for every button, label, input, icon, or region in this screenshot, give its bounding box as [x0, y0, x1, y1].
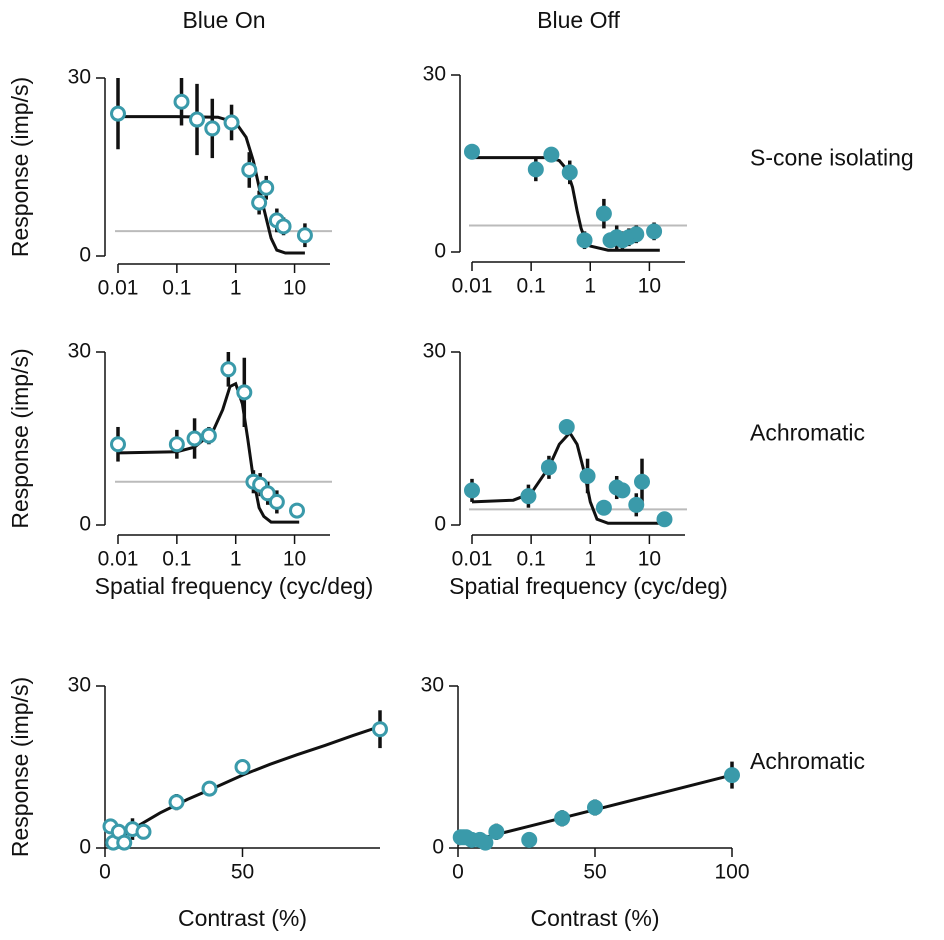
data-point [587, 799, 603, 816]
data-point [488, 823, 505, 840]
x-tick-label: 0.01 [452, 548, 493, 571]
data-point [275, 218, 292, 235]
y-tick-label: 0 [79, 836, 91, 859]
y-tick-label: 30 [68, 66, 91, 89]
data-point [223, 114, 240, 131]
data-point [372, 721, 388, 738]
data-point [168, 794, 185, 811]
data-point [634, 473, 651, 490]
row-label: Achromatic [750, 420, 865, 446]
data-point [201, 780, 218, 797]
data-point [464, 482, 480, 499]
data-point [614, 482, 631, 499]
x-axis-label: Contrast (%) [530, 905, 659, 931]
y-tick-label: 30 [68, 674, 91, 697]
data-point [289, 502, 306, 519]
data-point [186, 430, 203, 447]
x-tick-label: 0 [99, 861, 111, 884]
x-tick-label: 0.01 [452, 275, 493, 298]
y-tick-label: 30 [423, 63, 446, 86]
data-point [554, 810, 571, 827]
y-tick-label: 0 [434, 513, 446, 536]
data-point [520, 488, 537, 505]
row-label: S-cone isolating [750, 145, 914, 171]
data-point [595, 205, 612, 222]
x-axis-label: Spatial frequency (cyc/deg) [95, 573, 374, 599]
y-tick-label: 0 [434, 240, 446, 263]
x-tick-label: 1 [230, 548, 242, 571]
x-tick-label: 50 [231, 861, 254, 884]
data-point [110, 436, 126, 453]
data-point [200, 427, 217, 444]
data-point [543, 146, 560, 163]
fit-curve [109, 725, 381, 847]
data-point [173, 93, 190, 110]
data-point [116, 834, 133, 851]
x-tick-label: 1 [230, 277, 242, 300]
data-point [477, 834, 494, 851]
y-tick-label: 30 [423, 340, 446, 363]
x-tick-label: 0.1 [162, 548, 191, 571]
y-axis-label: Response (imp/s) [7, 348, 33, 528]
x-tick-label: 10 [638, 275, 661, 298]
data-point [204, 120, 221, 137]
y-tick-label: 0 [79, 513, 91, 536]
data-point [189, 111, 206, 128]
x-axis-label: Spatial frequency (cyc/deg) [449, 573, 728, 599]
y-tick-label: 30 [421, 674, 444, 697]
data-point [464, 143, 480, 160]
x-tick-label: 0.01 [98, 277, 139, 300]
data-point [220, 361, 237, 378]
x-tick-label: 10 [283, 277, 306, 300]
y-axis-label: Response (imp/s) [7, 77, 33, 257]
data-point [168, 436, 185, 453]
data-point [296, 227, 313, 244]
x-tick-label: 50 [583, 861, 606, 884]
data-point [540, 459, 557, 476]
data-point [521, 831, 538, 848]
y-tick-label: 0 [432, 836, 444, 859]
x-tick-label: 0.1 [162, 277, 191, 300]
x-tick-label: 0.01 [98, 548, 139, 571]
x-tick-label: 0 [452, 861, 464, 884]
x-axis-label: Contrast (%) [178, 905, 307, 931]
data-point [628, 496, 645, 513]
data-point [724, 767, 740, 784]
data-point [236, 384, 253, 401]
x-tick-label: 0.1 [517, 548, 546, 571]
data-point [628, 226, 645, 243]
y-axis-label: Response (imp/s) [7, 677, 33, 857]
x-tick-label: 10 [638, 548, 661, 571]
data-point [558, 418, 575, 435]
column-title: Blue Off [537, 7, 620, 33]
data-point [561, 164, 578, 181]
x-tick-label: 1 [584, 548, 596, 571]
data-point [656, 511, 673, 528]
y-tick-label: 30 [68, 340, 91, 363]
x-tick-label: 10 [283, 548, 306, 571]
data-point [110, 105, 126, 122]
data-point [646, 223, 663, 240]
data-point [527, 161, 544, 178]
y-tick-label: 0 [79, 244, 91, 267]
data-point [576, 232, 593, 249]
x-tick-label: 1 [584, 275, 596, 298]
data-point [234, 759, 251, 775]
column-title: Blue On [182, 7, 265, 33]
data-point [135, 823, 152, 840]
data-point [258, 179, 275, 196]
x-tick-label: 0.1 [517, 275, 546, 298]
data-point [595, 499, 612, 516]
x-tick-label: 100 [714, 861, 749, 884]
data-point [251, 194, 268, 211]
data-point [241, 161, 258, 178]
row-label: Achromatic [750, 748, 865, 774]
data-point [268, 493, 285, 510]
data-point [579, 467, 596, 484]
